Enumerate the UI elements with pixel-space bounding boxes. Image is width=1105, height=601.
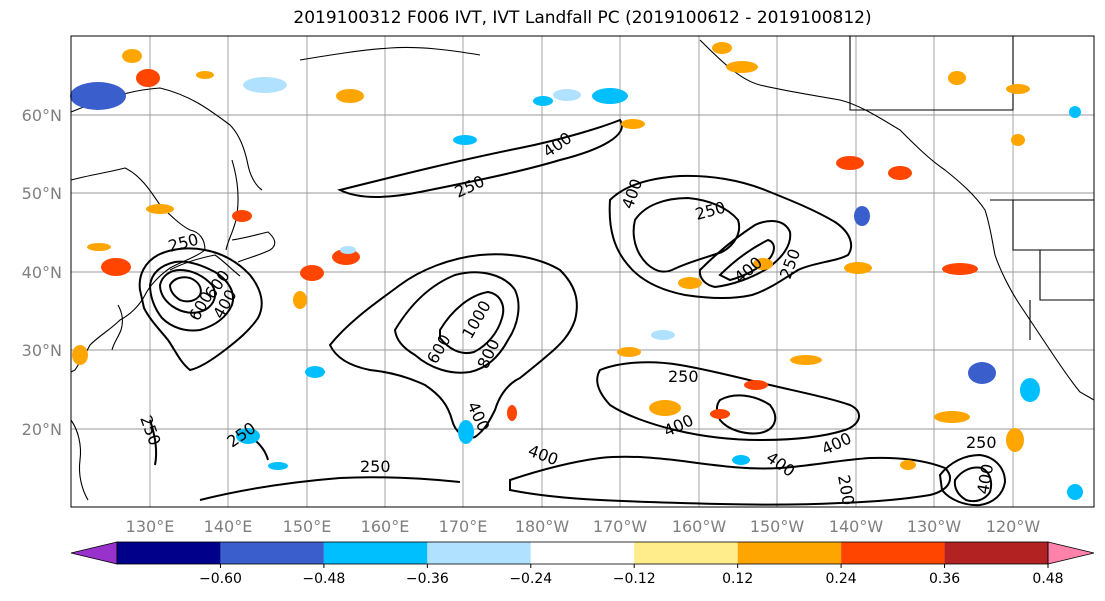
colorbar-tick-label: 0.12 xyxy=(722,571,753,587)
map-title: 2019100312 F006 IVT, IVT Landfall PC (20… xyxy=(293,8,872,28)
colorbar-tick-label: 0.24 xyxy=(826,571,857,587)
lat-label: 30°N xyxy=(22,341,62,360)
pc-shading xyxy=(70,42,1083,500)
colorbar-tick-label: −0.24 xyxy=(509,571,552,587)
map-frame xyxy=(70,35,1095,508)
colorbar-tick-label: −0.60 xyxy=(199,571,242,587)
colorbar-tick-label: 0.36 xyxy=(929,571,960,587)
lon-label: 170°E xyxy=(439,517,488,536)
lon-label: 140°E xyxy=(204,517,253,536)
contour-label: 250 xyxy=(360,457,391,476)
latitude-labels: 60°N 50°N 40°N 30°N 20°N xyxy=(22,106,62,439)
colorbar-tick-label: −0.12 xyxy=(613,571,656,587)
colorbar-outline xyxy=(116,541,1049,565)
colorbar-segment xyxy=(634,542,738,564)
coastlines xyxy=(70,36,1095,501)
lon-label: 160°W xyxy=(672,517,727,536)
lat-label: 40°N xyxy=(22,263,62,282)
colorbar-segment xyxy=(1047,541,1095,565)
lon-label: 150°E xyxy=(283,517,332,536)
colorbar-tick-label: 0.48 xyxy=(1032,571,1063,587)
positive-pc-regions xyxy=(72,42,1030,470)
longitude-labels: 130°E 140°E 150°E 160°E 170°E 180°W 170°… xyxy=(126,517,1041,536)
negative-pc-regions xyxy=(70,77,1083,500)
lon-label: 130°E xyxy=(126,517,175,536)
colorbar-segment xyxy=(323,542,428,564)
colorbar-segment xyxy=(70,541,118,565)
colorbar-tick-label: −0.48 xyxy=(302,571,345,587)
ivt-contours xyxy=(138,118,1007,507)
lon-label: 160°E xyxy=(361,517,410,536)
contour-label: 250 xyxy=(966,433,997,452)
map-background xyxy=(71,36,1094,507)
lat-label: 50°N xyxy=(22,184,62,203)
lon-label: 150°W xyxy=(750,517,805,536)
lon-label: 140°W xyxy=(829,517,884,536)
colorbar: −0.60 −0.48 −0.36 −0.24 −0.12 0.12 0.24 0.36 0.4… xyxy=(70,541,1095,587)
colorbar-segment xyxy=(117,542,221,564)
lon-label: 180°W xyxy=(515,517,570,536)
lat-label: 20°N xyxy=(22,420,62,439)
colorbar-segment xyxy=(220,542,324,564)
lon-label: 120°W xyxy=(986,517,1041,536)
colorbar-segment xyxy=(841,542,945,564)
colorbar-tick-label: −0.36 xyxy=(406,571,449,587)
contour-label: 250 xyxy=(668,367,699,386)
colorbar-segment xyxy=(944,542,1048,564)
lat-label: 60°N xyxy=(22,106,62,125)
colorbar-segment xyxy=(737,542,842,564)
colorbar-segment xyxy=(427,542,531,564)
colorbar-segment xyxy=(530,542,635,564)
lon-label: 170°W xyxy=(593,517,648,536)
lon-label: 130°W xyxy=(907,517,962,536)
